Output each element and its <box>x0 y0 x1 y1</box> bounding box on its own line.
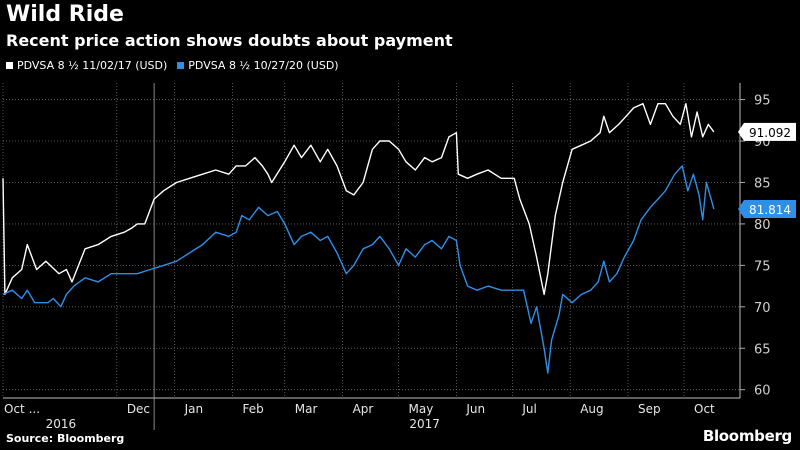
legend-label-white: PDVSA 8 ½ 11/02/17 (USD) <box>17 59 168 72</box>
legend-swatch-blue-icon <box>177 62 185 69</box>
y-tick-label: 75 <box>754 259 771 274</box>
x-tick-label: Jul <box>521 402 536 416</box>
y-tick-label: 60 <box>754 384 771 399</box>
bloomberg-logo: Bloomberg <box>702 427 792 445</box>
x-tick-label: Oct ... <box>4 402 40 416</box>
last-value-text: 81.814 <box>749 203 791 217</box>
last-value-arrow <box>738 122 744 141</box>
source-note: Source: Bloomberg <box>6 432 125 445</box>
x-tick-label: Apr <box>353 402 374 416</box>
x-tick-label: Sep <box>638 402 661 416</box>
legend-item-white: PDVSA 8 ½ 11/02/17 (USD) <box>6 59 167 72</box>
x-tick-label: Feb <box>242 402 263 416</box>
y-tick-label: 85 <box>754 176 771 191</box>
chart-subtitle: Recent price action shows doubts about p… <box>6 31 453 50</box>
series-line-white <box>2 103 715 296</box>
legend-item-blue: PDVSA 8 ½ 10/27/20 (USD) <box>177 59 339 72</box>
x-tick-label: Dec <box>127 402 150 416</box>
last-value-label-blue: 81.814 <box>738 200 796 218</box>
y-tick-label: 95 <box>754 94 771 109</box>
x-tick-label: Mar <box>295 402 318 416</box>
year-label: 2017 <box>409 417 440 431</box>
last-value-text: 91.092 <box>749 126 791 140</box>
legend: PDVSA 8 ½ 11/02/17 (USD) PDVSA 8 ½ 10/27… <box>6 59 339 72</box>
legend-label-blue: PDVSA 8 ½ 10/27/20 (USD) <box>188 59 339 72</box>
y-tick-label: 70 <box>754 301 771 316</box>
legend-swatch-white-icon <box>6 62 13 69</box>
last-value-box <box>744 200 796 218</box>
x-tick-label: Jun <box>465 402 485 416</box>
last-value-arrow <box>738 200 744 218</box>
last-value-label-white: 91.092 <box>738 122 796 141</box>
y-tick-label: 80 <box>754 218 771 233</box>
x-tick-label: May <box>409 402 434 416</box>
chart-title: Wild Ride <box>6 2 124 27</box>
last-value-box <box>744 122 796 141</box>
x-tick-label: Aug <box>580 402 603 416</box>
series-line-blue <box>2 165 715 374</box>
year-label: 2016 <box>46 417 77 431</box>
x-tick-label: Oct <box>694 402 715 416</box>
y-tick-label: 65 <box>754 342 771 357</box>
x-tick-label: Jan <box>184 402 204 416</box>
